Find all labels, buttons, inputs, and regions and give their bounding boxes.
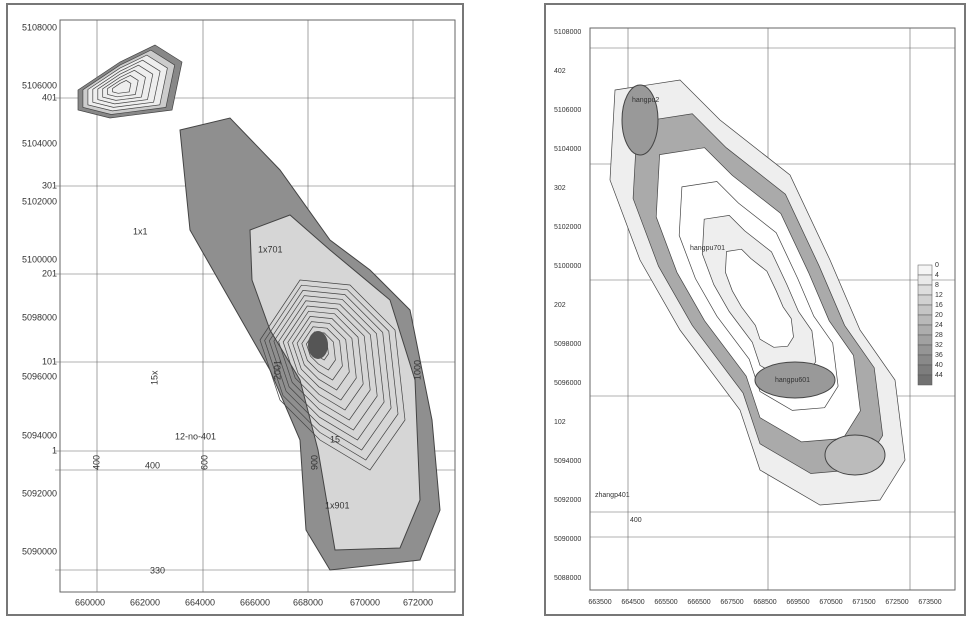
y-tick-label: 5090000 <box>22 546 57 556</box>
y-tick-label: 5098000 <box>22 312 57 322</box>
y-tick-label: 5102000 <box>22 196 57 206</box>
legend-swatch <box>918 305 932 315</box>
legend-swatch <box>918 325 932 335</box>
annotation: 1x1 <box>133 226 148 236</box>
y-tick-label: 5102000 <box>554 224 581 231</box>
annotation: 15 <box>330 434 340 444</box>
x-tick-label: 665500 <box>654 599 677 606</box>
annotation: 15x <box>149 370 159 385</box>
annotation: hangpu601 <box>775 377 810 384</box>
x-tick-label: 671500 <box>852 599 875 606</box>
annotation: 900 <box>309 455 319 470</box>
annotation: zhangp401 <box>595 492 630 499</box>
y-tick-label: 102 <box>554 419 566 426</box>
x-tick-label: 664000 <box>185 597 215 607</box>
x-tick-label: 668000 <box>293 597 323 607</box>
x-tick-label: 662000 <box>130 597 160 607</box>
annotation: 12-no-401 <box>175 431 216 441</box>
y-tick-label: 5096000 <box>554 380 581 387</box>
x-tick-label: 666500 <box>687 599 710 606</box>
y-tick-label: 5094000 <box>22 430 57 440</box>
y-tick-label: 5098000 <box>554 341 581 348</box>
x-tick-label: 672000 <box>403 597 433 607</box>
legend-label: 44 <box>935 372 943 379</box>
legend-swatch <box>918 345 932 355</box>
legend-swatch <box>918 285 932 295</box>
right-map: 5108000 402 5106000 5104000 302 5102000 510000… <box>554 28 955 606</box>
annotation: hangpu2 <box>632 97 659 104</box>
y-tick-label: 1 <box>52 445 57 455</box>
legend-label: 32 <box>935 342 943 349</box>
y-tick-label: 5100000 <box>554 263 581 270</box>
legend-label: 8 <box>935 282 939 289</box>
annotation: 400 <box>91 455 101 470</box>
legend-swatch <box>918 295 932 305</box>
annotation: 600 <box>199 455 209 470</box>
legend-swatch <box>918 315 932 325</box>
y-tick-label: 5096000 <box>22 371 57 381</box>
legend-swatch <box>918 365 932 375</box>
legend-label: 20 <box>935 312 943 319</box>
x-tick-label: 668500 <box>753 599 776 606</box>
legend-swatch <box>918 265 932 275</box>
y-tick-label: 301 <box>42 180 57 190</box>
x-tick-label: 664500 <box>621 599 644 606</box>
legend-swatch <box>918 375 932 385</box>
annotation: 2001 <box>272 360 282 380</box>
annotation: 1000 <box>412 360 422 380</box>
legend-label: 24 <box>935 322 943 329</box>
x-tick-label: 666000 <box>240 597 270 607</box>
legend-label: 0 <box>935 262 939 269</box>
contour-peak <box>622 85 658 155</box>
x-tick-label: 667500 <box>720 599 743 606</box>
annotation: 330 <box>150 565 165 575</box>
x-tick-label: 663500 <box>588 599 611 606</box>
contour-peak <box>308 331 328 359</box>
y-tick-label: 5104000 <box>22 138 57 148</box>
y-tick-label: 5090000 <box>554 536 581 543</box>
y-tick-label: 202 <box>554 302 566 309</box>
y-tick-label: 5092000 <box>22 488 57 498</box>
y-tick-label: 5106000 <box>22 80 57 90</box>
y-tick-label: 5104000 <box>554 146 581 153</box>
annotation: 1x901 <box>325 500 350 510</box>
y-tick-label: 5092000 <box>554 497 581 504</box>
x-tick-label: 670000 <box>350 597 380 607</box>
y-tick-label: 201 <box>42 268 57 278</box>
legend-swatch <box>918 335 932 345</box>
x-tick-label: 660000 <box>75 597 105 607</box>
x-tick-label: 672500 <box>885 599 908 606</box>
y-tick-label: 5108000 <box>554 29 581 36</box>
y-tick-label: 401 <box>42 92 57 102</box>
legend-swatch <box>918 355 932 365</box>
legend-label: 28 <box>935 332 943 339</box>
contour-peak <box>825 435 885 475</box>
left-map: 5108000 5106000 401 5104000 301 5102000 510000… <box>22 20 455 607</box>
annotation: 400 <box>145 460 160 470</box>
legend-label: 40 <box>935 362 943 369</box>
y-tick-label: 5108000 <box>22 22 57 32</box>
x-tick-label: 669500 <box>786 599 809 606</box>
x-tick-label: 670500 <box>819 599 842 606</box>
legend-label: 12 <box>935 292 943 299</box>
legend-label: 16 <box>935 302 943 309</box>
y-tick-label: 101 <box>42 356 57 366</box>
y-tick-label: 302 <box>554 185 566 192</box>
legend-swatch <box>918 275 932 285</box>
y-tick-label: 5106000 <box>554 107 581 114</box>
y-tick-label: 5094000 <box>554 458 581 465</box>
legend-label: 36 <box>935 352 943 359</box>
x-tick-label: 673500 <box>918 599 941 606</box>
annotation: hangpu701 <box>690 245 725 252</box>
annotation: 400 <box>630 517 642 524</box>
y-tick-label: 402 <box>554 68 566 75</box>
y-tick-label: 5100000 <box>22 254 57 264</box>
annotation: 1x701 <box>258 244 283 254</box>
legend-label: 4 <box>935 272 939 279</box>
y-tick-label: 5088000 <box>554 575 581 582</box>
figure: 5108000510600040151040003015102000510000… <box>0 0 968 619</box>
